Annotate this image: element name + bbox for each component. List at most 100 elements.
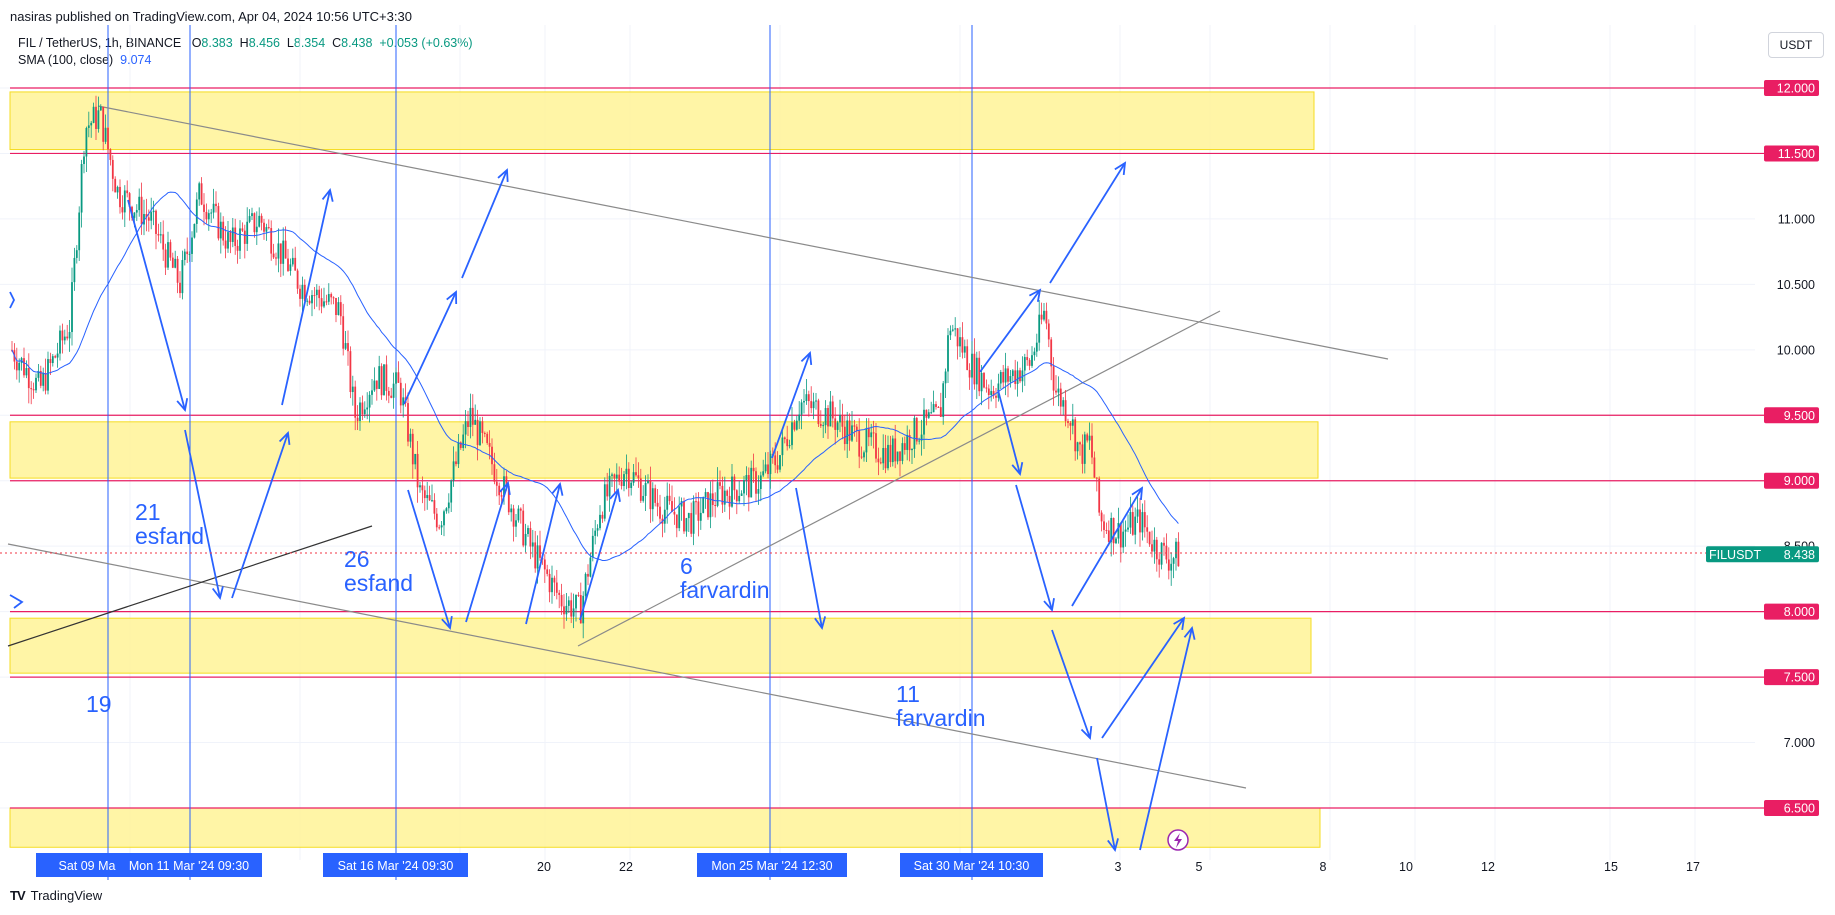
candle-body: [863, 452, 865, 458]
candle-body: [243, 230, 246, 244]
candle-body: [539, 545, 541, 558]
candle-body: [303, 284, 306, 301]
candle-body: [147, 217, 150, 221]
arrow-head: [814, 616, 827, 631]
candle-body: [327, 294, 330, 302]
candle-body: [1045, 310, 1048, 324]
trend-line: [97, 105, 1389, 360]
candle-body: [1095, 477, 1098, 479]
candle-body: [219, 221, 222, 239]
candle-body: [68, 332, 71, 339]
arrow: [184, 429, 221, 599]
arrow: [1101, 617, 1185, 739]
arrow-head: [497, 168, 509, 183]
candle-body: [1043, 310, 1045, 320]
candle-body: [935, 404, 937, 407]
candle-body: [795, 420, 798, 430]
candle-body: [975, 357, 978, 385]
lightning-icon[interactable]: [1167, 829, 1189, 851]
candle-body: [1103, 521, 1105, 530]
candle-body: [1122, 531, 1125, 548]
candle-body: [323, 301, 325, 307]
candle-body: [565, 605, 568, 615]
candle-body: [637, 475, 640, 479]
candle-body: [1129, 512, 1132, 528]
candle-body: [63, 336, 66, 341]
candle-body: [116, 186, 119, 193]
candle-body: [145, 214, 148, 218]
candle-body: [368, 394, 371, 408]
candle-body: [992, 391, 995, 396]
candle-body: [181, 260, 184, 294]
candle-body: [119, 186, 121, 208]
candle-body: [714, 505, 717, 507]
candle-body: [1146, 527, 1149, 532]
annotation-day: 6: [680, 553, 693, 579]
candle-body: [807, 394, 810, 402]
candle-body: [15, 361, 18, 371]
candle-body: [608, 475, 611, 497]
price-axis-label: 10.000: [1777, 343, 1815, 357]
candle-body: [918, 440, 921, 442]
candle-body: [1050, 339, 1053, 367]
zone: [9, 421, 1319, 479]
candle-body: [654, 488, 657, 503]
candle-body: [1074, 419, 1077, 452]
price-tag-label: 9.500: [1784, 409, 1815, 423]
candle-body: [891, 438, 894, 463]
candle-body: [479, 421, 481, 446]
candle-body: [1069, 422, 1072, 426]
candle-body: [282, 240, 285, 264]
candle-body: [1107, 530, 1110, 542]
candle-body: [87, 125, 90, 128]
candle-body: [1009, 376, 1012, 382]
candle-body: [1040, 314, 1043, 320]
candle-body: [1028, 360, 1031, 366]
candle-body: [531, 542, 534, 547]
candle-body: [349, 351, 352, 393]
price-axis[interactable]: 12.000 11.500 11.000 10.500 10.000 9.500 9.000…: [1706, 80, 1819, 816]
candle-body: [1026, 357, 1029, 361]
candle-body: [265, 227, 268, 232]
candle-body: [452, 461, 455, 481]
candle-body: [944, 371, 947, 384]
candle-body: [121, 207, 124, 213]
candle-body: [135, 210, 138, 213]
candle-body: [495, 481, 498, 486]
candle-body: [858, 430, 861, 457]
candle-body: [27, 368, 30, 389]
candle-body: [747, 475, 750, 498]
candle-body: [632, 472, 635, 483]
candle-body: [757, 489, 760, 494]
candle-body: [767, 464, 769, 475]
candle-body: [829, 401, 832, 427]
candle-body: [174, 258, 177, 268]
candle-body: [234, 227, 237, 246]
candle-body: [851, 425, 853, 441]
candle-body: [457, 442, 460, 465]
candle-body: [301, 284, 304, 299]
arrow-head: [1043, 598, 1055, 612]
candle-body: [162, 234, 165, 250]
candle-body: [407, 403, 409, 442]
candle-body: [330, 294, 333, 298]
arrow: [127, 199, 186, 411]
arrow-head: [1131, 486, 1144, 501]
candle-body: [416, 453, 419, 488]
candle-body: [1067, 421, 1069, 423]
candle-body: [99, 106, 102, 111]
candle-body: [577, 594, 580, 596]
candle-body: [260, 215, 263, 223]
candle-body: [956, 328, 959, 347]
candle-body: [755, 471, 757, 494]
candle-body: [896, 451, 899, 462]
time-axis[interactable]: 20 22 3 5 8 10 12 15 17 Sat 09 Mar ' Mon 11 Mar '2…: [36, 853, 1700, 877]
price-tag-bg: [1764, 145, 1819, 162]
candle-body: [347, 343, 349, 352]
candle-body: [527, 528, 529, 534]
candle-body: [104, 127, 107, 142]
candle-body: [1023, 357, 1026, 371]
currency-button[interactable]: USDT: [1768, 32, 1824, 58]
annotation-day: 26: [344, 546, 370, 572]
